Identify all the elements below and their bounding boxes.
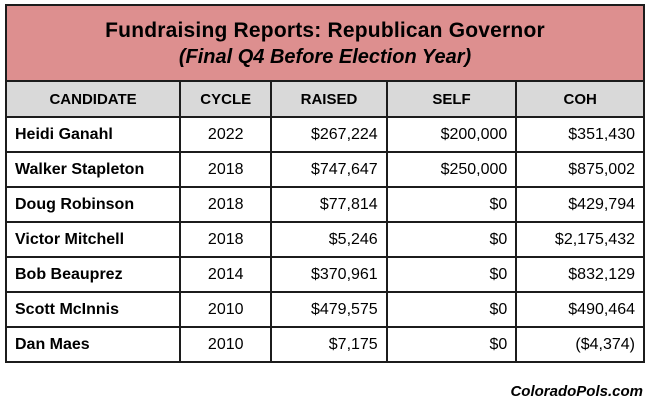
- table-row: Bob Beauprez 2014 $370,961 $0 $832,129: [4, 256, 645, 293]
- raised-value: $747,647: [270, 151, 388, 188]
- self-value: $0: [385, 186, 518, 223]
- raised-value: $479,575: [270, 291, 388, 328]
- raised-value: $5,246: [270, 221, 388, 258]
- self-value: $0: [385, 221, 518, 258]
- coh-value: $875,002: [515, 151, 645, 188]
- column-header-raised: RAISED: [270, 80, 388, 118]
- candidate-name: Scott McInnis: [4, 291, 182, 328]
- self-value: $0: [385, 291, 518, 328]
- table-subtitle: (Final Q4 Before Election Year): [178, 45, 472, 68]
- coh-value: ($4,374): [515, 326, 645, 363]
- self-value: $0: [385, 256, 518, 293]
- coh-value: $832,129: [515, 256, 645, 293]
- raised-value: $7,175: [270, 326, 388, 363]
- table-title: Fundraising Reports: Republican Governor: [105, 18, 545, 42]
- title-banner: Fundraising Reports: Republican Governor…: [5, 4, 645, 82]
- fundraising-table: Fundraising Reports: Republican Governor…: [4, 4, 645, 363]
- cycle-value: 2018: [179, 221, 273, 258]
- table-row: Scott McInnis 2010 $479,575 $0 $490,464: [4, 291, 645, 328]
- cycle-value: 2018: [179, 186, 273, 223]
- cycle-value: 2010: [179, 291, 273, 328]
- table-row: Doug Robinson 2018 $77,814 $0 $429,794: [4, 186, 645, 223]
- column-header-self: SELF: [385, 80, 518, 118]
- cycle-value: 2010: [179, 326, 273, 363]
- column-header-cycle: CYCLE: [179, 80, 273, 118]
- cycle-value: 2014: [179, 256, 273, 293]
- candidate-name: Dan Maes: [4, 326, 182, 363]
- table-row: Heidi Ganahl 2022 $267,224 $200,000 $351…: [4, 116, 645, 153]
- column-header-row: CANDIDATE CYCLE RAISED SELF COH: [4, 80, 645, 118]
- candidate-name: Walker Stapleton: [4, 151, 182, 188]
- table-row: Victor Mitchell 2018 $5,246 $0 $2,175,43…: [4, 221, 645, 258]
- raised-value: $77,814: [270, 186, 388, 223]
- raised-value: $267,224: [270, 116, 388, 153]
- candidate-name: Doug Robinson: [4, 186, 182, 223]
- table-row: Walker Stapleton 2018 $747,647 $250,000 …: [4, 151, 645, 188]
- coh-value: $490,464: [515, 291, 645, 328]
- table-row: Dan Maes 2010 $7,175 $0 ($4,374): [4, 326, 645, 363]
- self-value: $200,000: [385, 116, 518, 153]
- candidate-name: Heidi Ganahl: [4, 116, 182, 153]
- attribution-text: ColoradoPols.com: [510, 383, 643, 400]
- column-header-coh: COH: [515, 80, 645, 118]
- coh-value: $351,430: [515, 116, 645, 153]
- self-value: $0: [385, 326, 518, 363]
- cycle-value: 2018: [179, 151, 273, 188]
- self-value: $250,000: [385, 151, 518, 188]
- title-banner-row: Fundraising Reports: Republican Governor…: [5, 4, 645, 82]
- column-header-candidate: CANDIDATE: [4, 80, 182, 118]
- coh-value: $429,794: [515, 186, 645, 223]
- candidate-name: Bob Beauprez: [4, 256, 182, 293]
- cycle-value: 2022: [179, 116, 273, 153]
- raised-value: $370,961: [270, 256, 388, 293]
- coh-value: $2,175,432: [515, 221, 645, 258]
- candidate-name: Victor Mitchell: [4, 221, 182, 258]
